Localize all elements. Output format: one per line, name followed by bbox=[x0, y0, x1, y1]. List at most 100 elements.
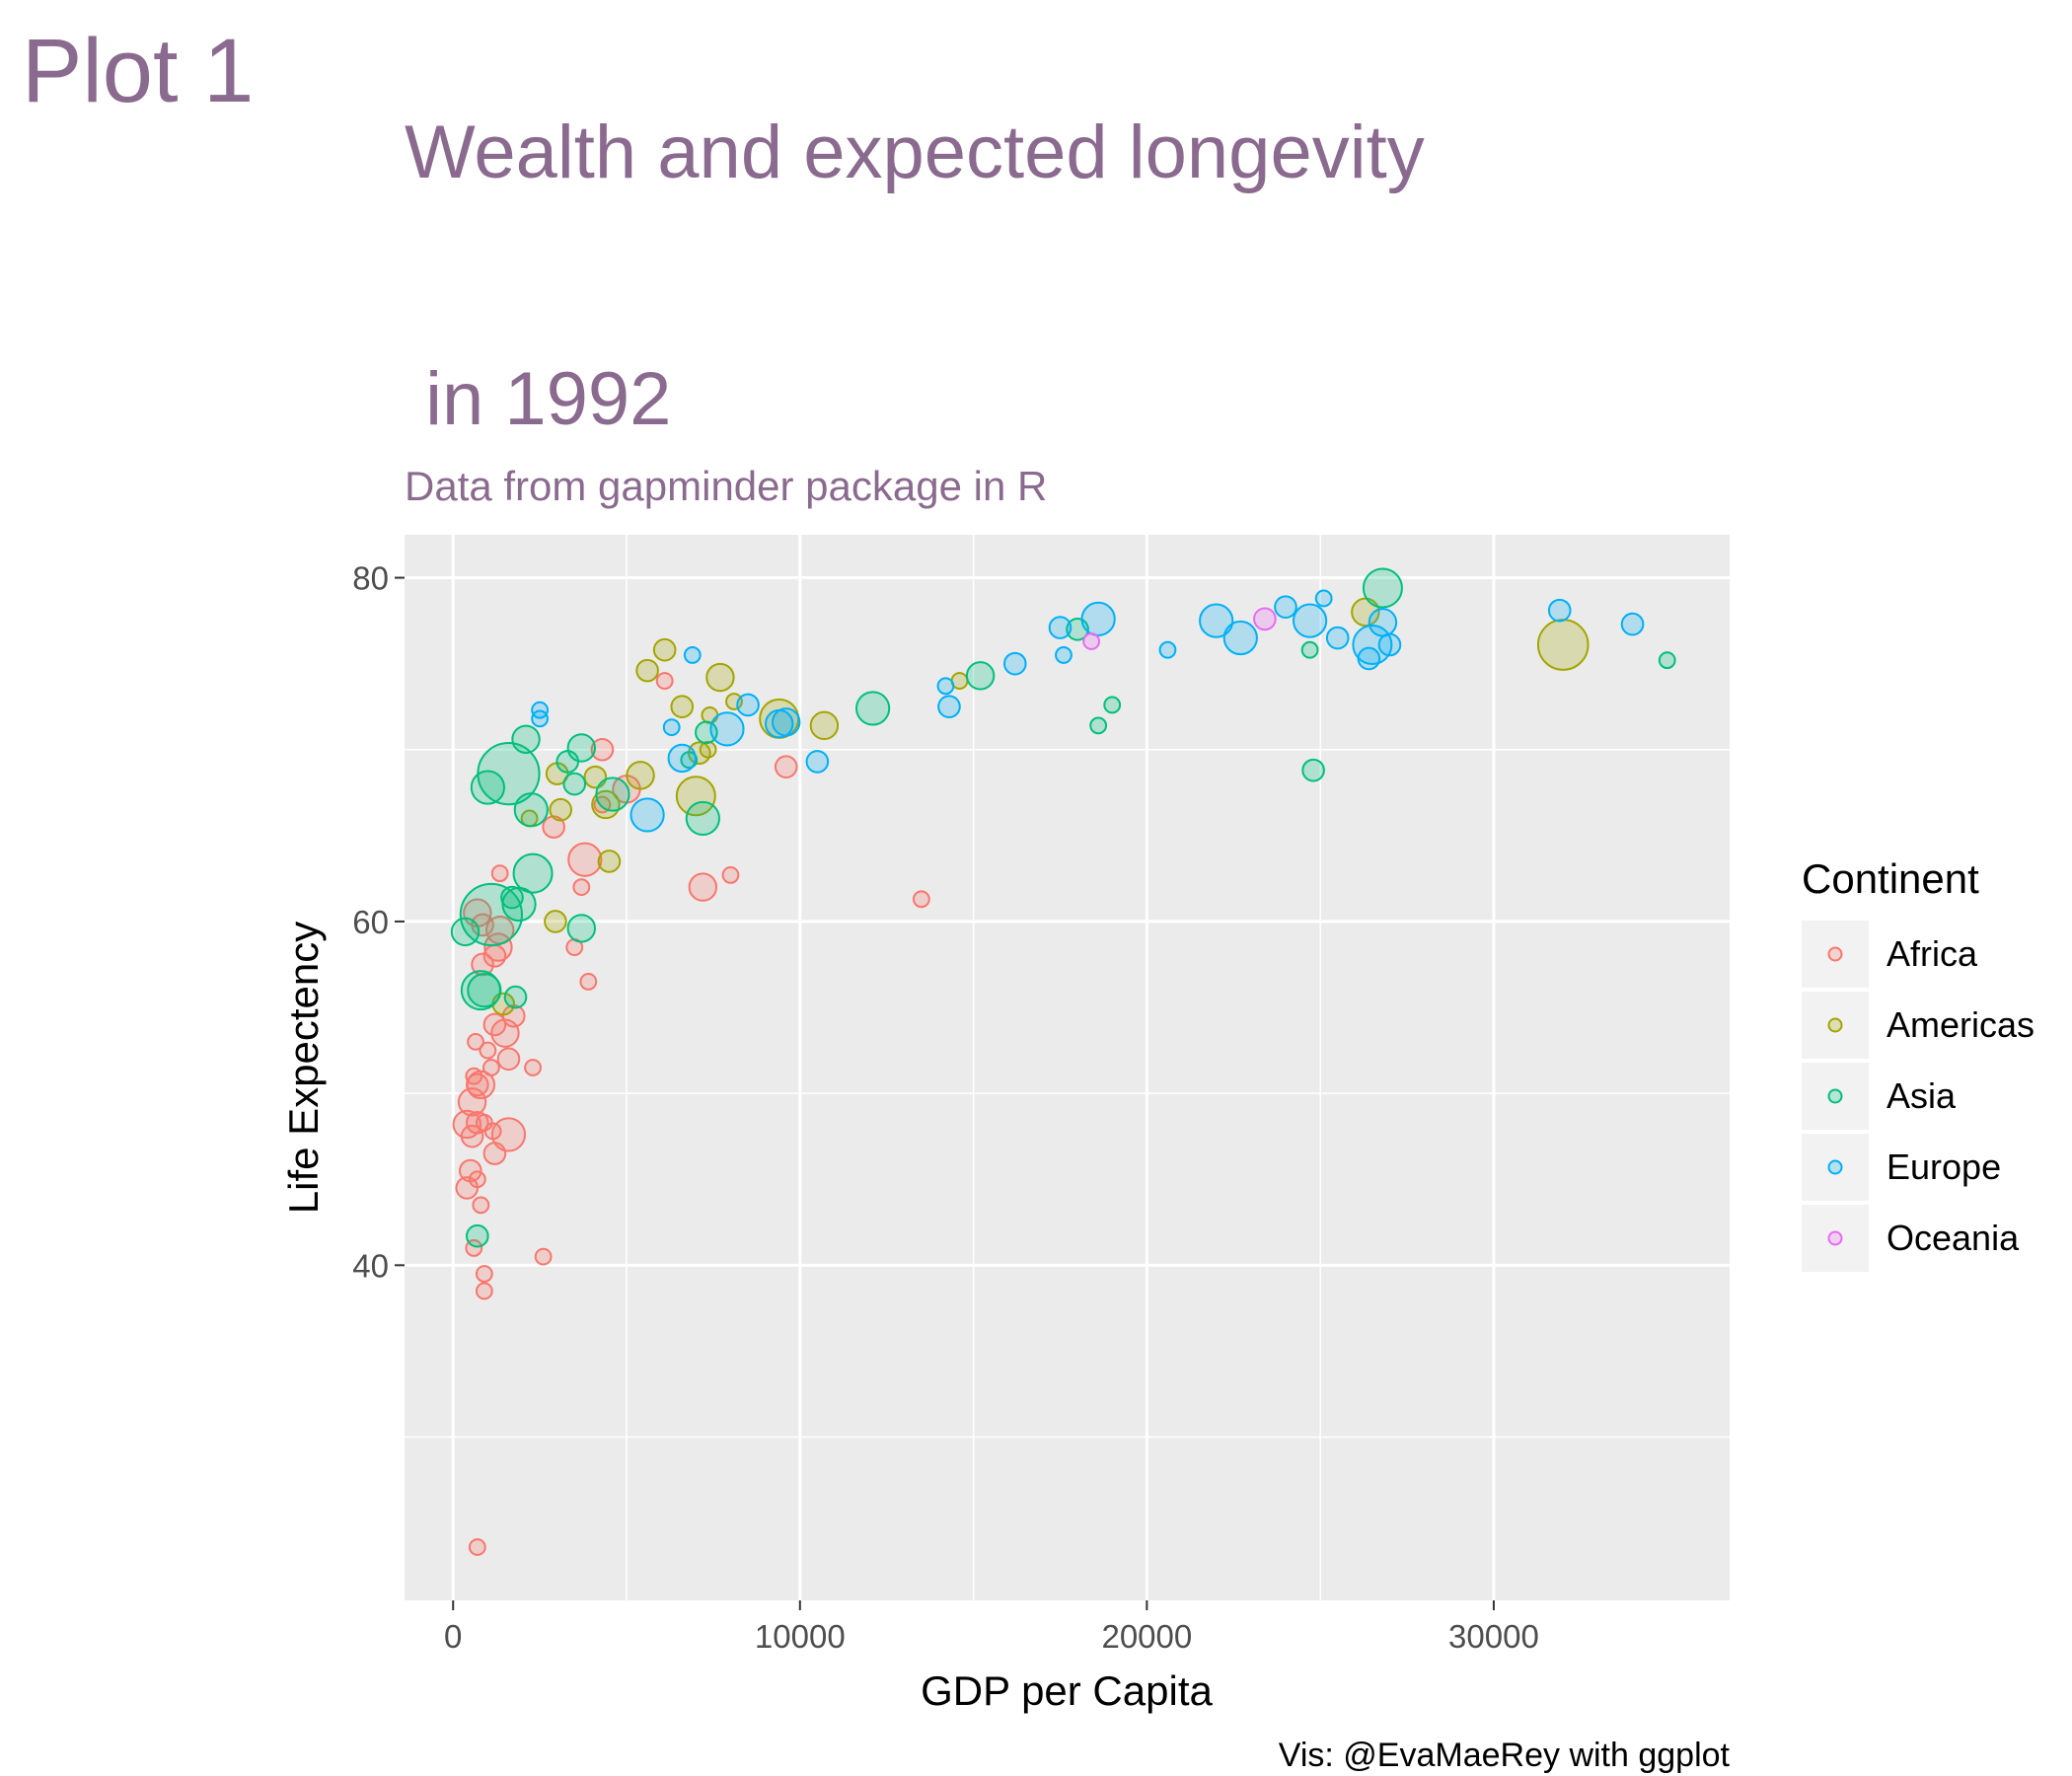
legend-label: Asia bbox=[1887, 1075, 1957, 1116]
data-point bbox=[626, 761, 655, 790]
y-tick-label: 60 bbox=[352, 904, 389, 940]
data-point bbox=[1089, 716, 1108, 735]
data-point bbox=[470, 770, 505, 805]
data-point bbox=[472, 1196, 490, 1215]
data-point bbox=[468, 1538, 486, 1556]
data-point bbox=[936, 677, 955, 696]
x-tick-label: 10000 bbox=[755, 1618, 846, 1655]
data-point bbox=[721, 866, 740, 884]
data-point bbox=[937, 695, 961, 718]
data-point bbox=[1314, 589, 1333, 608]
data-point bbox=[466, 1223, 489, 1248]
data-point bbox=[490, 864, 509, 883]
plot-panel bbox=[405, 535, 1730, 1600]
legend-item-europe: Europe bbox=[1802, 1134, 2001, 1201]
data-point bbox=[475, 1265, 493, 1283]
legend-key bbox=[1802, 992, 1869, 1059]
data-point bbox=[1082, 632, 1101, 650]
data-point bbox=[496, 1047, 521, 1072]
data-point bbox=[683, 646, 702, 664]
legend-label: Americas bbox=[1887, 1004, 2035, 1045]
y-axis-label: Life Expectency bbox=[280, 922, 327, 1215]
data-point bbox=[774, 755, 798, 778]
data-point bbox=[662, 718, 681, 736]
data-point bbox=[579, 973, 598, 991]
y-tick-label: 80 bbox=[352, 560, 389, 597]
data-point bbox=[1103, 696, 1122, 714]
legend-item-oceania: Oceania bbox=[1802, 1205, 2020, 1272]
x-tick-label: 0 bbox=[444, 1618, 462, 1655]
data-point bbox=[511, 724, 541, 754]
data-point bbox=[655, 672, 674, 690]
data-point bbox=[1253, 607, 1277, 631]
data-point bbox=[455, 1176, 480, 1200]
data-point bbox=[1325, 626, 1350, 650]
data-point bbox=[699, 740, 717, 759]
legend-key bbox=[1802, 1205, 1869, 1272]
data-point bbox=[562, 772, 587, 796]
data-point bbox=[1002, 651, 1027, 676]
legend-key bbox=[1802, 1063, 1869, 1130]
data-point bbox=[1158, 640, 1177, 659]
data-point bbox=[524, 1059, 542, 1076]
legend-key bbox=[1802, 921, 1869, 988]
series-americas bbox=[491, 597, 1590, 1016]
data-point bbox=[1536, 619, 1590, 671]
data-point bbox=[595, 777, 630, 812]
data-point bbox=[477, 742, 541, 806]
data-point bbox=[467, 1032, 484, 1051]
data-point bbox=[465, 1067, 483, 1085]
axes: 0 10000 20000 30000 40 60 80 bbox=[352, 560, 1539, 1655]
data-point bbox=[572, 878, 591, 896]
data-point bbox=[772, 707, 801, 737]
legend-swatch bbox=[1827, 946, 1843, 962]
series-europe bbox=[531, 589, 1645, 833]
data-point bbox=[566, 733, 597, 763]
series-asia bbox=[450, 567, 1676, 1248]
legend-label: Oceania bbox=[1887, 1218, 2020, 1258]
data-point bbox=[855, 691, 891, 726]
data-point bbox=[542, 815, 565, 839]
data-point bbox=[912, 890, 930, 909]
data-point bbox=[680, 751, 699, 770]
data-point bbox=[1351, 597, 1380, 628]
legend-swatch bbox=[1827, 1017, 1843, 1033]
data-point bbox=[482, 1012, 507, 1037]
data-point bbox=[675, 776, 716, 817]
data-point bbox=[965, 661, 996, 691]
data-points bbox=[450, 567, 1676, 1556]
legend-label: Africa bbox=[1887, 933, 1978, 974]
data-point bbox=[1199, 603, 1234, 638]
data-point bbox=[544, 910, 567, 933]
legend-key bbox=[1802, 1134, 1869, 1201]
data-point bbox=[490, 1117, 527, 1152]
legend-swatch bbox=[1827, 1088, 1843, 1104]
grid-lines bbox=[405, 535, 1730, 1600]
legend: Continent Africa Americas Asia Europe Oceani… bbox=[1802, 855, 2035, 1272]
data-point bbox=[709, 711, 745, 747]
data-point bbox=[471, 952, 494, 977]
data-point bbox=[1080, 601, 1116, 636]
data-point bbox=[1292, 603, 1328, 638]
page-heading: Plot 1 bbox=[22, 21, 254, 121]
data-point bbox=[629, 797, 665, 833]
legend-title: Continent bbox=[1802, 855, 1979, 902]
data-point bbox=[635, 658, 659, 683]
legend-item-africa: Africa bbox=[1802, 921, 1978, 988]
data-point bbox=[459, 882, 523, 947]
data-point bbox=[481, 1059, 500, 1076]
data-point bbox=[1658, 651, 1676, 670]
data-point bbox=[1368, 608, 1398, 637]
data-point bbox=[705, 662, 735, 693]
data-point bbox=[567, 842, 603, 877]
data-point bbox=[460, 970, 501, 1011]
data-point bbox=[475, 1282, 493, 1300]
data-point bbox=[1274, 595, 1297, 619]
data-point bbox=[1300, 640, 1319, 659]
data-point bbox=[805, 750, 830, 774]
legend-entries: Africa Americas Asia Europe Oceania bbox=[1802, 921, 2035, 1272]
data-point bbox=[1055, 646, 1073, 664]
data-point bbox=[1222, 620, 1258, 656]
series-oceania bbox=[1082, 607, 1277, 650]
